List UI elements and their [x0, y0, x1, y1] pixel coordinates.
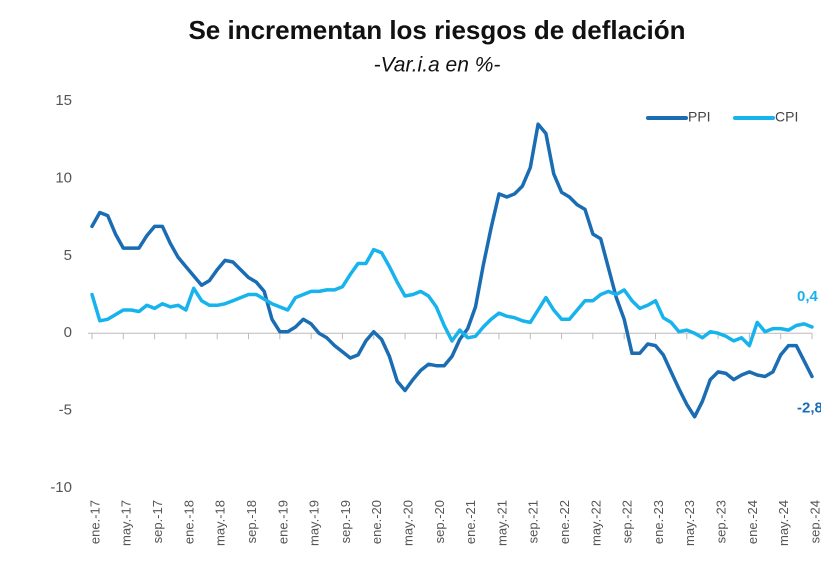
- y-tick-label: -10: [50, 479, 72, 496]
- x-tick-label: may.-20: [400, 500, 415, 546]
- y-tick-label: 15: [55, 92, 72, 109]
- x-tick-label: may.-23: [682, 500, 697, 546]
- x-tick-label: may.-21: [494, 500, 509, 546]
- x-tick-label: sep.-23: [714, 500, 729, 543]
- end-label: -2,8: [797, 400, 821, 417]
- x-tick-label: ene.-17: [87, 500, 102, 544]
- x-tick-label: may.-19: [307, 500, 322, 546]
- x-tick-label: sep.-18: [244, 500, 259, 543]
- x-tick-label: ene.-23: [651, 500, 666, 544]
- x-tick-label: sep.-24: [807, 500, 821, 543]
- x-tick-label: sep.-19: [338, 500, 353, 543]
- x-tick-label: may.-18: [213, 500, 228, 546]
- x-tick-label: sep.-17: [150, 500, 165, 543]
- x-tick-label: may.-22: [588, 500, 603, 546]
- x-tick-label: sep.-20: [432, 500, 447, 543]
- x-tick-label: sep.-22: [620, 500, 635, 543]
- y-tick-label: -5: [59, 402, 72, 419]
- y-tick-label: 0: [64, 324, 72, 341]
- x-tick-label: ene.-19: [275, 500, 290, 544]
- end-label: 0,4: [797, 288, 819, 305]
- y-tick-label: 5: [64, 247, 72, 264]
- chart-title: Se incrementan los riesgos de deflación: [188, 15, 685, 45]
- x-tick-label: ene.-21: [463, 500, 478, 544]
- x-tick-label: may.-24: [776, 500, 791, 546]
- x-tick-label: ene.-18: [181, 500, 196, 544]
- legend-label: PPI: [688, 109, 711, 125]
- x-tick-label: ene.-24: [745, 500, 760, 544]
- series-line: [90, 247, 814, 348]
- legend-label: CPI: [775, 109, 798, 125]
- x-tick-label: sep.-21: [526, 500, 541, 543]
- x-tick-label: may.-17: [119, 500, 134, 546]
- series-line: [90, 122, 814, 419]
- x-tick-label: ene.-22: [557, 500, 572, 544]
- y-tick-label: 10: [55, 169, 72, 186]
- chart-subtitle: -Var.i.a en %-: [374, 54, 501, 77]
- x-tick-label: ene.-20: [369, 500, 384, 544]
